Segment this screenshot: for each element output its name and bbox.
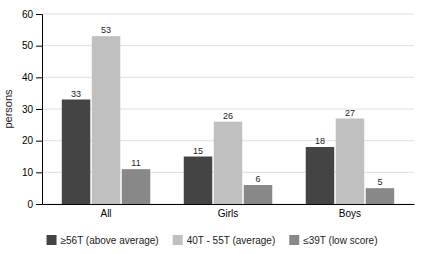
bar — [62, 100, 90, 205]
y-tick-label: 30 — [22, 104, 34, 115]
legend: ≥56T (above average) 40T - 55T (average) ≤… — [47, 235, 378, 246]
legend-label: 40T - 55T (average) — [187, 235, 276, 246]
y-tick-label: 10 — [22, 167, 34, 178]
data-label: 26 — [223, 111, 233, 121]
legend-swatch — [173, 235, 183, 245]
chart: 33151853262711650102030405060AllGirlsBoy… — [0, 0, 424, 254]
data-label: 5 — [377, 177, 382, 187]
x-tick: Boys — [339, 208, 361, 219]
bar — [122, 169, 150, 204]
y-tick-mark — [36, 14, 42, 15]
y-tick: 30 — [22, 104, 42, 115]
legend-item: ≥56T (above average) — [47, 235, 159, 246]
y-axis-line — [36, 15, 43, 205]
data-label: 18 — [315, 136, 325, 146]
y-tick-label: 60 — [22, 9, 34, 20]
y-axis-title: persons — [2, 89, 14, 129]
y-tick-mark — [36, 46, 42, 47]
y-tick: 60 — [22, 9, 42, 20]
y-tick: 0 — [27, 199, 42, 210]
bar — [336, 119, 364, 205]
x-axis-line — [43, 204, 415, 205]
legend-label: ≥56T (above average) — [61, 235, 159, 246]
data-label: 15 — [193, 146, 203, 156]
series — [92, 36, 364, 204]
y-tick: 20 — [22, 135, 42, 146]
bar — [92, 36, 120, 204]
grid-line — [42, 14, 414, 15]
y-tick: 40 — [22, 72, 42, 83]
y-tick-mark — [36, 204, 42, 205]
y-tick-mark — [36, 172, 42, 173]
legend-label: ≤39T (low score) — [303, 235, 377, 246]
plot: 33151853262711650102030405060AllGirlsBoy… — [22, 9, 415, 219]
y-tick-label: 40 — [22, 72, 34, 83]
series — [122, 169, 394, 204]
data-label: 53 — [101, 25, 111, 35]
y-tick: 10 — [22, 167, 42, 178]
x-tick-label: Girls — [218, 208, 239, 219]
bar — [184, 157, 212, 205]
x-tick: All — [100, 208, 111, 219]
y-tick-label: 0 — [27, 199, 33, 210]
legend-item: 40T - 55T (average) — [173, 235, 276, 246]
y-tick-mark — [36, 109, 42, 110]
y-tick-mark — [36, 77, 42, 78]
data-label: 33 — [71, 89, 81, 99]
x-tick: Girls — [218, 208, 239, 219]
bar — [214, 122, 242, 204]
x-tick-label: Boys — [339, 208, 361, 219]
y-tick: 50 — [22, 40, 42, 51]
y-tick-mark — [36, 141, 42, 142]
x-tick-label: All — [100, 208, 111, 219]
legend-swatch — [47, 235, 57, 245]
data-label: 27 — [345, 108, 355, 118]
y-tick-label: 50 — [22, 40, 34, 51]
legend-swatch — [289, 235, 299, 245]
grid — [42, 14, 414, 204]
data-labels: 33 15 18 53 26 27 11 6 5 — [71, 25, 382, 187]
bar — [366, 188, 394, 204]
y-axis: 0 10 20 30 40 50 60 — [22, 9, 43, 210]
data-label: 11 — [131, 158, 140, 168]
bar — [244, 185, 272, 204]
y-tick-label: 20 — [22, 135, 34, 146]
bar — [306, 147, 334, 204]
data-label: 6 — [255, 174, 260, 184]
legend-item: ≤39T (low score) — [289, 235, 377, 246]
x-axis: All Girls Boys — [43, 205, 415, 220]
bars — [62, 36, 394, 204]
